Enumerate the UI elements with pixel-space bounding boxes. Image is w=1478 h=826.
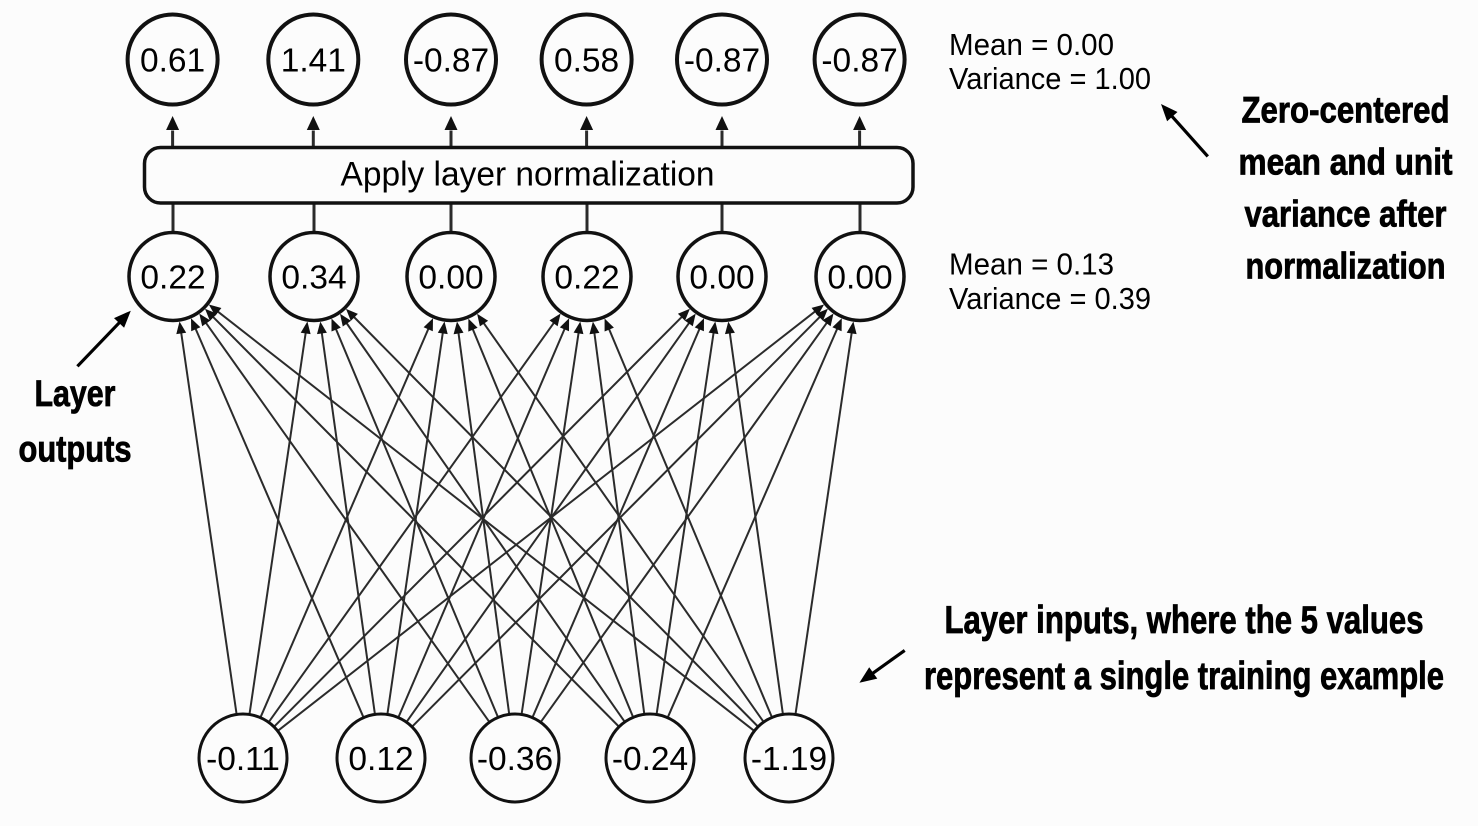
svg-text:0.34: 0.34 bbox=[281, 260, 346, 297]
svg-text:0.61: 0.61 bbox=[140, 43, 205, 80]
svg-text:represent a single training ex: represent a single training example bbox=[924, 655, 1444, 698]
svg-text:0.22: 0.22 bbox=[140, 260, 205, 297]
svg-text:-0.87: -0.87 bbox=[413, 43, 489, 80]
svg-text:Mean = 0.00: Mean = 0.00 bbox=[949, 27, 1114, 62]
svg-text:Apply layer normalization: Apply layer normalization bbox=[341, 156, 715, 194]
svg-text:0.22: 0.22 bbox=[554, 260, 619, 297]
svg-text:0.00: 0.00 bbox=[827, 260, 892, 297]
svg-text:-0.11: -0.11 bbox=[206, 741, 280, 778]
svg-text:0.00: 0.00 bbox=[689, 260, 754, 297]
svg-text:normalization: normalization bbox=[1246, 246, 1446, 287]
svg-text:0.12: 0.12 bbox=[348, 741, 413, 778]
svg-text:Variance = 0.39: Variance = 0.39 bbox=[949, 281, 1151, 316]
svg-text:Variance = 1.00: Variance = 1.00 bbox=[949, 61, 1151, 96]
svg-text:1.41: 1.41 bbox=[281, 43, 346, 80]
svg-text:Zero-centered: Zero-centered bbox=[1242, 90, 1450, 131]
svg-text:-0.24: -0.24 bbox=[612, 741, 688, 778]
svg-text:mean and unit: mean and unit bbox=[1239, 142, 1453, 183]
svg-text:variance after: variance after bbox=[1245, 194, 1447, 235]
svg-text:outputs: outputs bbox=[19, 429, 132, 470]
svg-text:-0.87: -0.87 bbox=[684, 43, 760, 80]
svg-text:Mean = 0.13: Mean = 0.13 bbox=[949, 247, 1114, 282]
svg-text:0.58: 0.58 bbox=[554, 43, 619, 80]
svg-text:-0.87: -0.87 bbox=[821, 43, 897, 80]
svg-text:0.00: 0.00 bbox=[418, 260, 483, 297]
svg-text:Layer inputs, where the 5 valu: Layer inputs, where the 5 values bbox=[945, 599, 1424, 642]
svg-text:Layer: Layer bbox=[35, 373, 116, 414]
svg-text:-0.36: -0.36 bbox=[477, 741, 553, 778]
svg-text:-1.19: -1.19 bbox=[751, 741, 827, 778]
